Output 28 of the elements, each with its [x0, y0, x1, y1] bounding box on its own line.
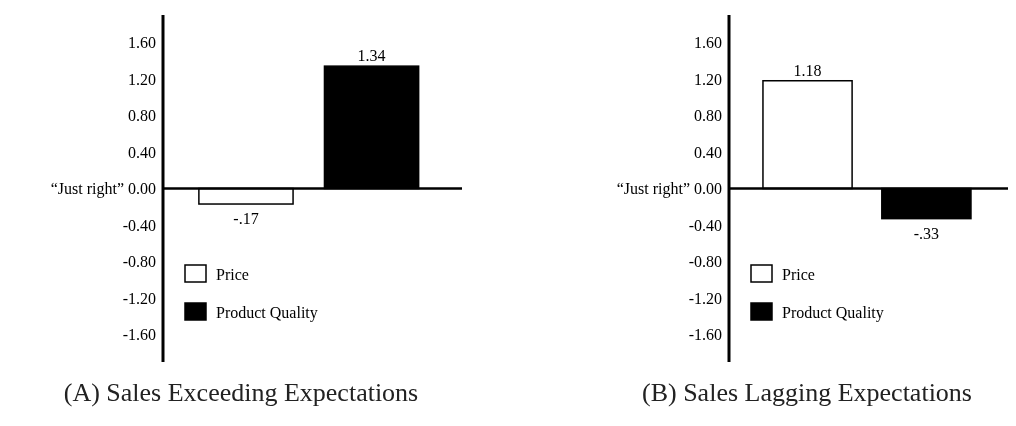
y-tick-label: 0.40: [128, 143, 156, 161]
y-tick-label: 1.60: [694, 33, 722, 51]
legend-label: Product Quality: [216, 303, 318, 322]
y-tick-label: -1.20: [122, 289, 156, 307]
y-tick-label: 0.80: [128, 107, 156, 125]
y-tick-label: -0.40: [122, 216, 156, 234]
data-label: -.33: [913, 224, 940, 242]
y-tick-label: 1.20: [694, 70, 722, 88]
y-tick-label: 0.80: [694, 107, 722, 125]
y-tick-label: -1.60: [688, 326, 722, 344]
data-label: 1.34: [357, 47, 386, 65]
text: (A) Sales Exceeding Expectations: [63, 378, 419, 407]
y-tick-label: -1.60: [122, 326, 156, 344]
data-label: -.17: [233, 210, 259, 228]
y-tick-label: 0.40: [694, 143, 722, 161]
legend-label: Product Quality: [782, 303, 884, 322]
y-tick-label: -0.80: [122, 253, 156, 271]
y-tick-label: -0.80: [688, 253, 722, 271]
y-tick-label: “Just right” 0.00: [616, 180, 722, 199]
legend-label: Price: [216, 265, 249, 283]
y-tick-label: -1.20: [688, 289, 722, 307]
data-label: 1.18: [793, 61, 822, 79]
y-tick-label: 1.20: [128, 70, 156, 88]
y-tick-label: “Just right” 0.00: [50, 180, 156, 199]
y-tick-label: -0.40: [688, 216, 722, 234]
y-tick-label: 1.60: [128, 33, 156, 51]
legend-label: Price: [782, 265, 815, 283]
text: (B) Sales Lagging Expectations: [642, 378, 972, 407]
